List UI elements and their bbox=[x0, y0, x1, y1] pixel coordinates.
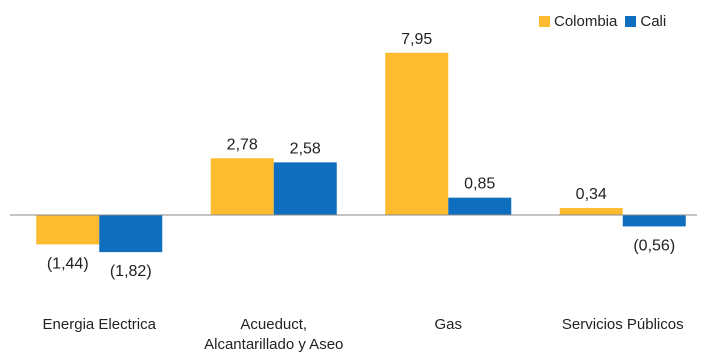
bar-cali-3 bbox=[622, 215, 686, 227]
category-label-1-line-0: Acueduct, bbox=[240, 316, 307, 333]
legend-swatch-cali bbox=[625, 16, 637, 27]
data-label-colombia-2: 7,95 bbox=[401, 31, 432, 48]
legend-label-colombia: Colombia bbox=[554, 13, 618, 30]
data-labels-group: (1,44) (1,82) 2,78 2,58 7,95 0,85 0,34 (0,56) bbox=[47, 31, 675, 280]
legend-swatch-colombia bbox=[539, 16, 550, 27]
legend-label-cali: Cali bbox=[640, 13, 667, 30]
category-label-2: Gas bbox=[434, 316, 462, 333]
legend: Colombia Cali bbox=[539, 13, 674, 30]
bar-colombia-1 bbox=[210, 158, 274, 215]
bar-colombia-2 bbox=[385, 52, 449, 215]
bar-colombia-0 bbox=[36, 215, 100, 245]
bar-cali-0 bbox=[99, 215, 163, 253]
bar-cali-2 bbox=[448, 197, 512, 215]
category-label-0: Energia Electrica bbox=[43, 316, 157, 333]
category-label-1-line-1: Alcantarillado y Aseo bbox=[204, 336, 343, 353]
data-label-cali-0: (1,82) bbox=[110, 263, 152, 280]
bar-cali-1 bbox=[273, 162, 337, 215]
data-label-colombia-3: 0,34 bbox=[576, 186, 607, 203]
category-labels-group: Energia Electrica Acueduct, Alcantarillado… bbox=[43, 316, 684, 353]
data-label-cali-3: (0,56) bbox=[633, 237, 675, 254]
bars-group bbox=[36, 52, 686, 253]
bar-colombia-3 bbox=[559, 208, 623, 215]
legend-item-colombia: Colombia bbox=[539, 13, 617, 30]
data-label-cali-1: 2,58 bbox=[290, 140, 321, 157]
data-label-colombia-1: 2,78 bbox=[227, 136, 258, 153]
data-label-cali-2: 0,85 bbox=[464, 176, 495, 193]
legend-item-cali: Cali bbox=[625, 13, 666, 30]
category-label-3: Servicios Públicos bbox=[562, 316, 684, 333]
data-label-colombia-0: (1,44) bbox=[47, 255, 89, 272]
